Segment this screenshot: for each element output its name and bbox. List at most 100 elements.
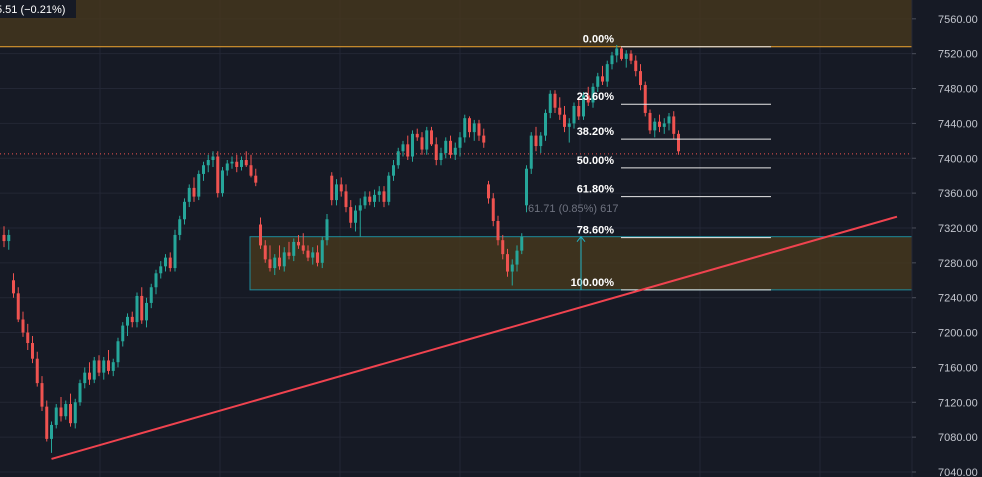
fib-level-label: 0.00% (583, 34, 614, 46)
candle-body (12, 280, 15, 294)
change-label-background (0, 0, 76, 18)
candle-body (515, 250, 519, 265)
price-axis-label: 7480.00 (938, 84, 978, 96)
measure-arrow-head (576, 235, 586, 243)
candle-body (116, 341, 120, 363)
candle-body (154, 273, 158, 288)
candle-body (278, 257, 281, 267)
candle-body (92, 360, 96, 380)
price-axis[interactable]: 7040.00 7080.00 7120.00 7160.00 7200.00 7240.… (911, 0, 982, 477)
candle-body (653, 121, 657, 131)
candle-body (216, 156, 220, 194)
candle-body (406, 144, 410, 157)
candle-body (64, 404, 68, 417)
candle-body (287, 252, 291, 256)
candle-body (525, 168, 528, 206)
candle-body (88, 372, 91, 380)
candle-body (206, 160, 210, 166)
price-axis-label: 7080.00 (938, 432, 978, 444)
candle-body (392, 165, 395, 176)
candle-body (69, 404, 72, 424)
price-axis-background (912, 0, 982, 477)
candle-body (211, 156, 215, 161)
trendline[interactable] (51, 215, 898, 460)
candle-body (320, 240, 324, 263)
candle-body (482, 135, 486, 143)
candle-body (7, 234, 11, 242)
candle-body (529, 135, 533, 169)
candle-body (463, 118, 467, 138)
candle-body (358, 205, 362, 211)
candle-body (596, 76, 600, 87)
candle-body (173, 234, 177, 269)
candle-body (297, 241, 300, 246)
price-axis-label: 7120.00 (938, 397, 978, 409)
candle-body (648, 112, 652, 131)
price-measure[interactable]: 61.71 (0.85%) 617 (528, 203, 619, 290)
candle-body (444, 140, 448, 154)
candle-body (506, 254, 509, 272)
candle-body (520, 236, 524, 251)
candle-body (491, 198, 495, 222)
candle-body (159, 266, 163, 274)
price-axis-label: 7520.00 (938, 49, 978, 61)
candle-body (620, 48, 623, 59)
candle-body (477, 123, 481, 136)
resistance-band-fill (0, 0, 912, 47)
candle-body (335, 184, 338, 201)
candle-body (420, 137, 424, 150)
candle-body (472, 123, 476, 133)
candle-body (40, 383, 44, 407)
candle-body (339, 184, 343, 192)
trendline-segment (51, 215, 898, 460)
candle-body (425, 130, 429, 150)
candle-body (192, 187, 196, 197)
candle-body (553, 93, 557, 108)
candle-body (268, 259, 272, 269)
candle-body (586, 95, 590, 103)
candle-body (539, 135, 543, 147)
candle-body (97, 360, 101, 373)
candle-body (401, 144, 405, 152)
candle-body (240, 160, 243, 167)
candle-body (130, 316, 134, 323)
candle-body (111, 362, 115, 371)
candle-body (373, 194, 376, 202)
fib-level-label: 78.60% (577, 225, 615, 237)
candle-body (73, 402, 77, 424)
candle-body (453, 147, 457, 155)
candle-body (629, 53, 633, 61)
candle-body (605, 64, 609, 82)
candle-body (558, 107, 562, 115)
candle-body (567, 123, 571, 127)
candle-body (501, 240, 505, 255)
candle-body (292, 241, 296, 256)
candle-body (145, 302, 148, 321)
candle-body (197, 173, 201, 197)
fib-level-label: 23.60% (577, 91, 615, 103)
candle-body (624, 53, 628, 59)
candle-body (54, 407, 58, 425)
candle-body (363, 196, 367, 206)
fib-level-label: 61.80% (577, 184, 615, 196)
candle-body (563, 114, 566, 127)
candle-body (31, 343, 34, 359)
candle-body (263, 245, 267, 260)
price-axis-label: 7160.00 (938, 362, 978, 374)
candle-body (667, 116, 671, 124)
candle-body (615, 48, 619, 56)
price-axis-label: 7440.00 (938, 118, 978, 130)
candle-body (548, 93, 552, 113)
candle-body (273, 257, 277, 269)
candle-body (415, 133, 419, 138)
candle-body (368, 196, 372, 202)
candle-body (582, 95, 585, 117)
candle-body (59, 407, 63, 417)
candle-body (45, 406, 49, 439)
candle-body (83, 372, 87, 384)
candle-body (449, 140, 452, 155)
candle-body (140, 295, 144, 321)
candle-body (510, 264, 514, 272)
